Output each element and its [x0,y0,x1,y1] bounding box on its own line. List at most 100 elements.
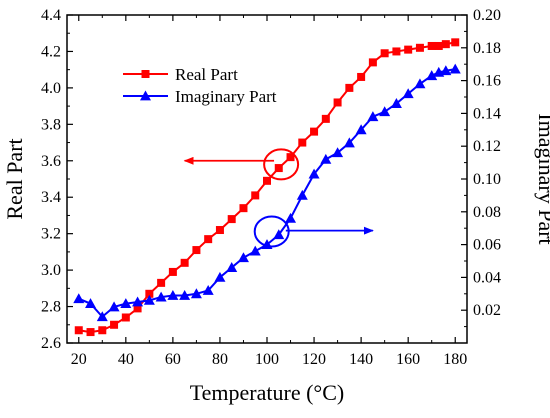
y-tick-label: 4.2 [41,43,61,60]
imaginary-part-point [379,106,391,117]
imaginary-part-point [167,289,179,300]
real-part-point [380,49,389,58]
real-part-point [98,326,107,335]
legend: Real Part Imaginary Part [123,65,277,106]
real-part-point [274,164,283,173]
y2-tick-label: 0.02 [473,302,501,319]
y2-tick-label: 0.18 [473,40,501,57]
imaginary-part-point [367,111,379,122]
imaginary-part-point [285,212,297,223]
y2-tick-label: 0.04 [473,269,501,286]
imaginary-part-point [414,78,426,89]
y2-tick-label: 0.10 [473,171,501,188]
real-part-point [145,289,154,298]
imaginary-part-point [108,301,120,312]
x-tick-label: 140 [349,351,373,368]
imaginary-part-point [214,271,226,282]
series-imaginary-part [73,63,461,322]
y-tick-label: 4.0 [41,80,61,97]
real-part-point [227,215,236,224]
legend-marker [141,70,150,78]
real-part-point [110,320,119,329]
x-tick-label: 40 [118,351,134,368]
imaginary-part-point [249,245,261,256]
axis-ticks [67,14,467,344]
real-part-point [345,83,354,92]
real-part-point [239,204,248,213]
real-part-point [357,72,366,81]
x-tick-label: 120 [302,351,326,368]
y-tick-label: 3.6 [41,153,61,170]
y2-tick-label: 0.20 [473,7,501,24]
real-part-point [434,41,443,50]
real-part-point [133,304,142,313]
imaginary-part-point [202,285,214,295]
tick-labels: 20 40 60 80 100 120 140 160 180 2.6 2.8 3.0 3.2 3.4 3.… [41,7,501,368]
real-part-point [451,38,460,47]
real-part-point [251,191,260,200]
real-part-point [333,98,342,107]
x-tick-label: 80 [212,351,228,368]
y2-tick-label: 0.08 [473,204,501,221]
imaginary-part-point [85,298,97,309]
real-part-point [263,176,271,185]
annotations [183,148,374,248]
imaginary-part-point [143,294,155,305]
real-part-point [404,45,413,54]
imaginary-part-point [226,262,238,272]
imaginary-part-point [190,288,202,299]
imaginary-part-point [308,168,320,179]
real-part-point [204,235,213,244]
imaginary-part-point [237,252,249,263]
x-tick-label: 160 [396,351,420,368]
imaginary-part-point [440,65,452,76]
y2-axis-title: Imaginary Part [534,113,550,244]
y2-tick-label: 0.06 [473,237,501,254]
legend-label: Imaginary Part [175,87,277,106]
x-tick-label: 100 [255,351,279,368]
legend-marker [140,90,151,101]
real-part-point [415,43,424,52]
imaginary-part-point [390,98,402,108]
real-part-point [168,267,177,276]
real-part-point [310,127,319,136]
y2-tick-label: 0.14 [473,105,501,122]
legend-item: Imaginary Part [123,87,277,106]
real-part-point [121,313,130,322]
y-tick-label: 3.0 [41,262,61,279]
y-tick-label: 3.4 [41,189,61,206]
y-tick-label: 3.2 [41,226,61,243]
real-part-point [392,47,401,56]
legend-item: Real Part [123,65,238,84]
imaginary-part-point [296,189,308,200]
imaginary-part-point [320,153,332,164]
imaginary-part-point [120,298,132,309]
imaginary-part-point [96,311,108,322]
real-part-point [74,326,83,335]
imaginary-part-point [355,124,367,135]
real-part-point [192,246,201,255]
real-part-point [321,114,330,123]
imaginary-part-point [343,137,355,148]
series-line [78,41,456,334]
y-tick-label: 4.4 [41,7,61,24]
y-tick-label: 2.6 [41,335,61,352]
real-part-point [180,258,189,267]
imaginary-part-point [449,63,461,74]
y2-tick-label: 0.12 [473,138,501,155]
y-axis-title: Real Part [2,138,27,219]
highlight-ellipse [263,148,300,181]
imaginary-part-point [155,291,167,302]
real-part-point [298,138,307,147]
y2-tick-label: 0.16 [473,73,501,90]
highlight-ellipse [253,215,290,248]
imaginary-part-point [73,293,85,304]
imaginary-part-point [402,88,414,99]
series [73,38,461,337]
imaginary-part-point [332,147,344,158]
real-part-point [86,328,95,337]
real-part-point [157,278,166,287]
real-part-point [286,153,295,162]
imaginary-part-point [179,289,191,300]
